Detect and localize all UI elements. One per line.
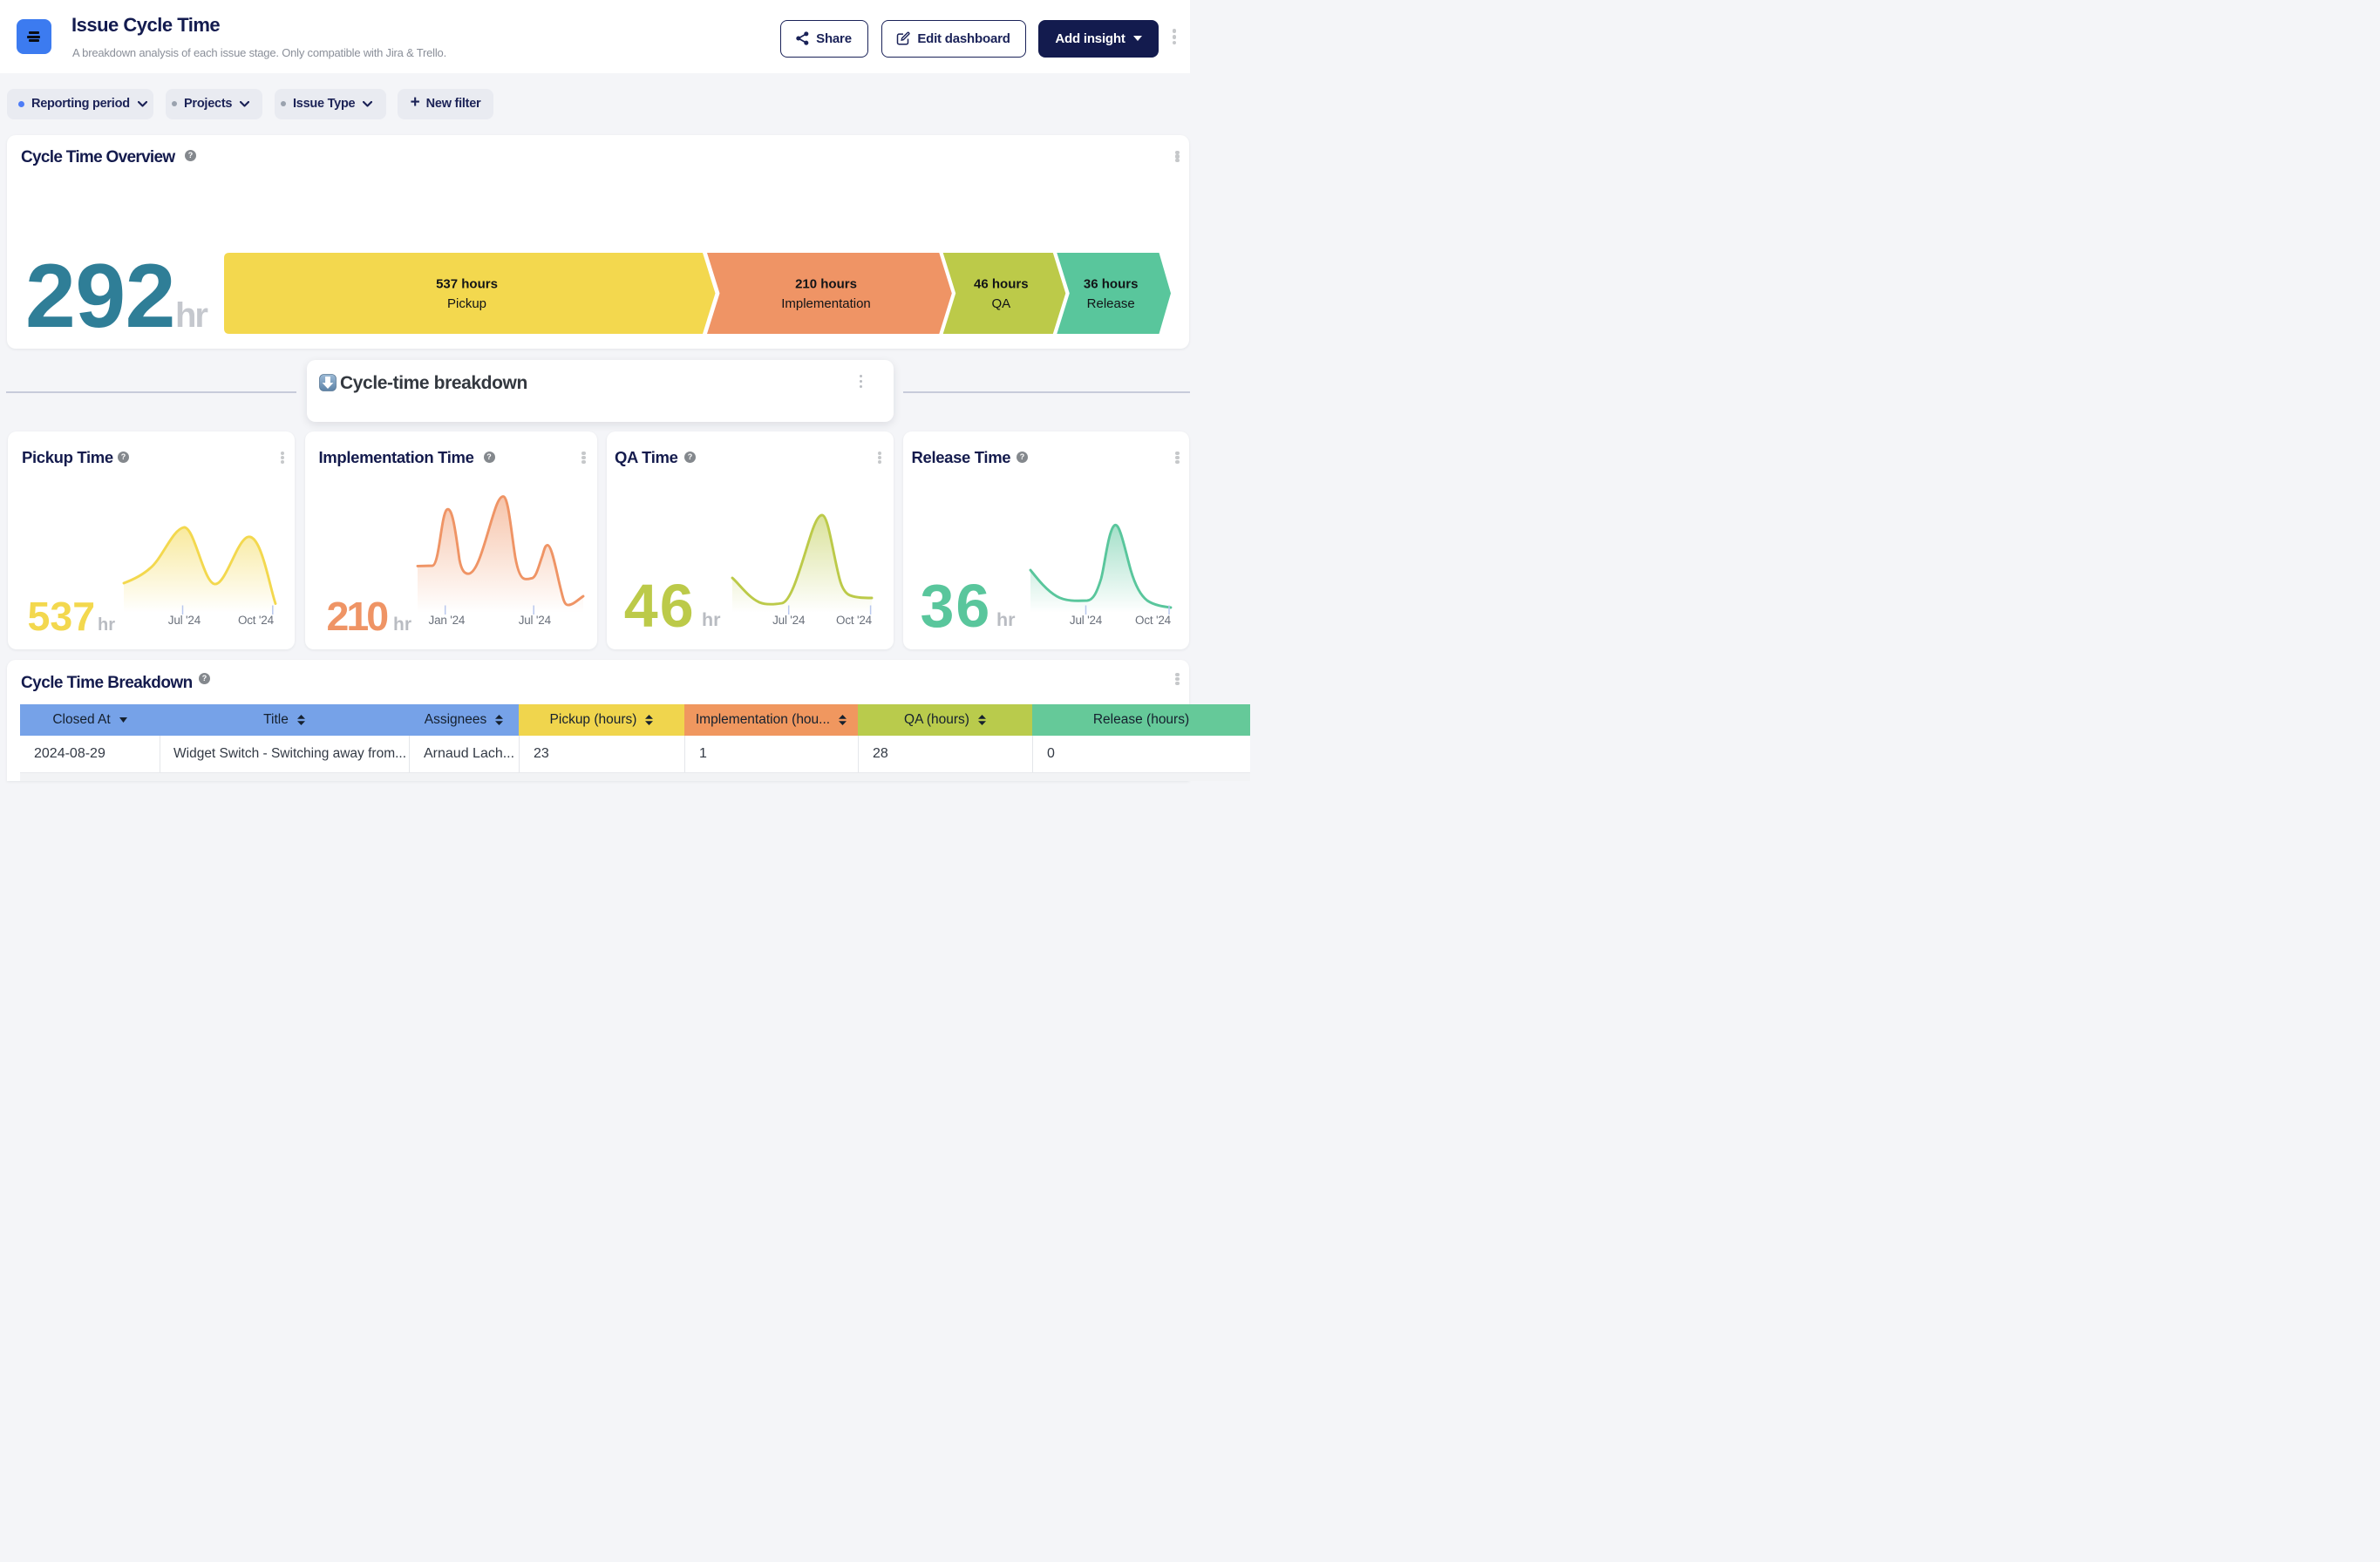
svg-text:Jul '24: Jul '24 — [168, 614, 201, 627]
svg-text:Jul '24: Jul '24 — [519, 614, 552, 627]
svg-text:46 hours: 46 hours — [974, 277, 1029, 292]
svg-text:Release: Release — [1087, 296, 1135, 311]
svg-text:Jul '24: Jul '24 — [772, 614, 806, 627]
svg-text:36 hours: 36 hours — [1084, 277, 1139, 292]
svg-text:Oct '24: Oct '24 — [1135, 614, 1172, 627]
svg-text:Oct '24: Oct '24 — [238, 614, 275, 627]
svg-text:Implementation: Implementation — [781, 296, 871, 311]
svg-text:Oct '24: Oct '24 — [836, 614, 873, 627]
svg-text:Jul '24: Jul '24 — [1070, 614, 1103, 627]
svg-text:QA: QA — [991, 296, 1010, 311]
svg-text:537 hours: 537 hours — [436, 277, 498, 292]
svg-text:210 hours: 210 hours — [795, 277, 857, 292]
svg-text:Pickup: Pickup — [447, 296, 486, 311]
svg-text:Jan '24: Jan '24 — [429, 614, 466, 627]
